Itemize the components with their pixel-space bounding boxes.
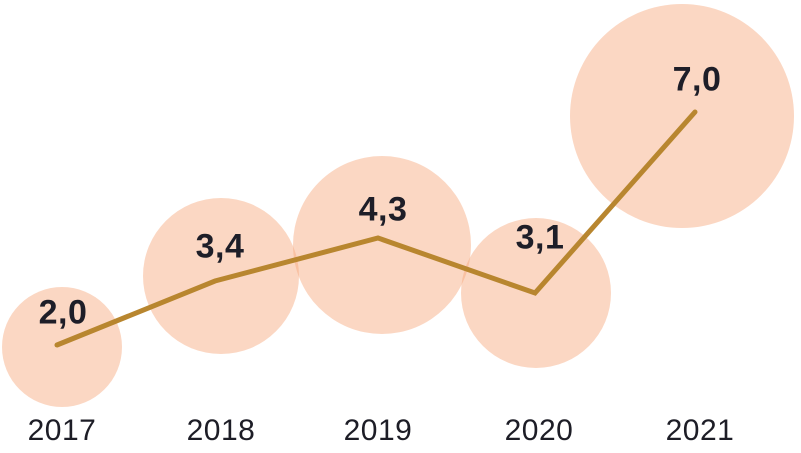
value-label-2017: 2,0 bbox=[38, 293, 88, 332]
value-label-2020: 3,1 bbox=[515, 218, 565, 257]
axis-label-2018: 2018 bbox=[186, 414, 256, 447]
value-label-2019: 4,3 bbox=[358, 190, 408, 229]
axis-label-2021: 2021 bbox=[665, 414, 735, 447]
bubble-2019 bbox=[293, 156, 471, 334]
value-label-2018: 3,4 bbox=[195, 227, 245, 266]
value-label-2021: 7,0 bbox=[672, 60, 722, 99]
axis-label-2019: 2019 bbox=[343, 414, 413, 447]
bubble-2021 bbox=[570, 4, 794, 228]
axis-label-2017: 2017 bbox=[27, 414, 97, 447]
bubble-2018 bbox=[143, 198, 299, 354]
axis-label-2020: 2020 bbox=[504, 414, 574, 447]
